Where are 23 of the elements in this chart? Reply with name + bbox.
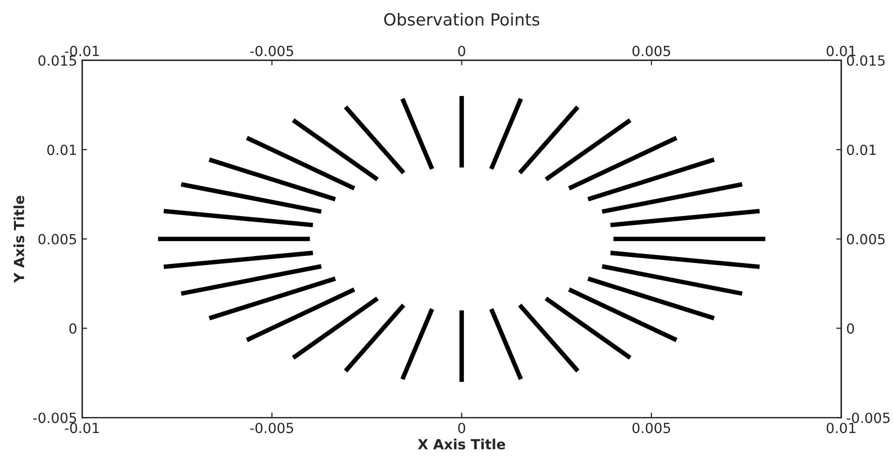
x2-tick-label: 0.005 [632, 422, 670, 434]
x-tick-label: 0.005 [632, 46, 670, 56]
x-axis-title: X Axis Title [418, 438, 506, 450]
x2-tick-label: 0.01 [826, 422, 856, 434]
y2-tick-label: 0.005 [846, 234, 885, 244]
y-tick-label: -0.005 [33, 412, 76, 424]
y-tick-label: 0.01 [47, 144, 76, 156]
x-tick-label: -0.005 [250, 46, 294, 56]
x-tick-label: 0 [458, 46, 466, 56]
x2-tick-label: -0.005 [250, 422, 294, 434]
x-tick-label: -0.01 [64, 46, 99, 56]
y2-tick-label: 0 [846, 323, 854, 334]
y-tick-label: 0.005 [38, 234, 76, 244]
y2-tick-label: 0.015 [846, 55, 885, 66]
x-tick-label: 0.01 [826, 46, 856, 56]
y2-tick-label: -0.005 [846, 412, 890, 424]
x2-tick-label: -0.01 [64, 422, 99, 434]
y2-tick-label: 0.01 [846, 144, 876, 156]
x2-tick-label: 0 [458, 422, 466, 434]
y-axis-title: Y Axis Title [14, 196, 24, 283]
chart-title: Observation Points [384, 12, 540, 26]
y-tick-label: 0.015 [38, 55, 76, 66]
y-tick-label: 0 [69, 323, 76, 334]
